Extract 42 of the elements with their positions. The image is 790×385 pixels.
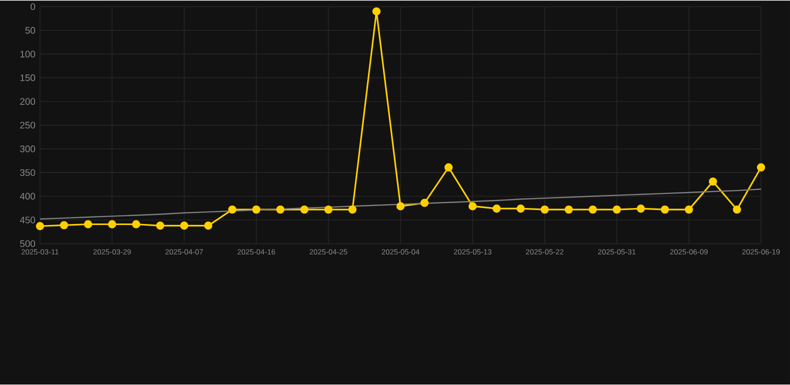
point (444, 163, 453, 172)
y-tick-label: 500 (20, 240, 36, 248)
point (324, 206, 333, 214)
point (84, 220, 92, 228)
point (636, 204, 645, 213)
y-tick-label: 300 (20, 146, 36, 152)
point (732, 206, 742, 214)
y-tick-label: 250 (20, 122, 36, 129)
point (252, 206, 260, 214)
point (204, 222, 212, 230)
point (588, 206, 597, 214)
point (756, 163, 766, 172)
y-tick-label: 200 (20, 98, 36, 105)
y-tick-label: 150 (20, 74, 36, 82)
point (372, 7, 381, 16)
point (564, 206, 573, 214)
point (108, 220, 116, 228)
point (660, 206, 669, 214)
point (612, 206, 621, 214)
point (516, 204, 525, 213)
point (492, 204, 501, 213)
point (36, 222, 44, 230)
point (396, 202, 405, 210)
y-tick-label: 450 (20, 216, 36, 224)
point (276, 206, 284, 214)
y-tick-label: 0 (30, 3, 36, 10)
point (468, 202, 477, 210)
point (300, 206, 308, 214)
point (708, 178, 718, 186)
y-tick-label: 100 (20, 50, 36, 58)
y-tick-label: 50 (25, 27, 36, 34)
point (420, 198, 429, 208)
point (228, 206, 236, 214)
point (132, 220, 140, 228)
point (540, 206, 549, 214)
y-tick-label: 400 (20, 193, 36, 200)
point (156, 222, 164, 230)
point (60, 221, 68, 230)
point (348, 206, 357, 214)
point (180, 222, 188, 230)
point (684, 206, 694, 214)
y-tick-label: 350 (20, 169, 36, 176)
